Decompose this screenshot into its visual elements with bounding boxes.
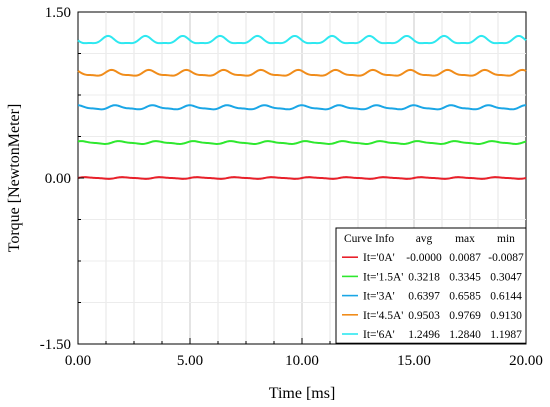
legend-value: -0.0087: [488, 252, 524, 264]
legend-header: max: [455, 233, 475, 245]
legend-value: 0.3218: [408, 271, 440, 283]
y-tick-label: -1.50: [40, 337, 71, 353]
legend-value: 1.1987: [490, 329, 522, 341]
legend-value: 0.0087: [449, 252, 481, 264]
series-line-3: [77, 68, 527, 77]
legend-box: [335, 227, 527, 344]
legend-value: 0.6144: [490, 291, 522, 303]
legend-value: 0.9130: [490, 310, 522, 322]
y-tick-label: 1.50: [45, 5, 71, 21]
axes: 0.00 5.00 10.00 15.00 20.001.500.00-1.50: [40, 5, 543, 369]
series-line-1: [77, 140, 527, 145]
series-line-0: [77, 176, 527, 180]
legend: Curve Info avg max min It='0A' -0.0000 0.0087-…: [335, 227, 527, 344]
legend-series-name-1: It='1.5A': [363, 271, 403, 283]
series-line-4: [77, 34, 527, 45]
legend-value: 0.9503: [408, 310, 440, 322]
y-tick-label: 0.00: [45, 171, 71, 187]
series-lines: [77, 34, 527, 180]
legend-value: -0.0000: [406, 252, 442, 264]
x-tick-label: 10.00: [285, 353, 319, 369]
legend-value: 1.2496: [408, 329, 440, 341]
x-axis-title: Time [ms]: [269, 385, 336, 402]
legend-series-name-4: It='6A': [363, 329, 395, 341]
legend-series-name-3: It='4.5A': [363, 310, 403, 322]
legend-value: 0.9769: [449, 310, 481, 322]
x-tick-label: 5.00: [177, 353, 203, 369]
y-axis-title: Torque [NewtonMeter]: [6, 104, 23, 253]
x-tick-label: 20.00: [509, 353, 543, 369]
legend-value: 0.6585: [449, 291, 481, 303]
series-line-2: [77, 104, 527, 111]
legend-value: 0.3345: [449, 271, 481, 283]
legend-series-name-2: It='3A': [363, 291, 395, 303]
legend-header: min: [497, 233, 515, 245]
legend-series-name-0: It='0A': [363, 252, 395, 264]
x-tick-label: 0.00: [65, 353, 91, 369]
x-tick-label: 15.00: [397, 353, 431, 369]
legend-value: 0.6397: [408, 291, 440, 303]
legend-value: 0.3047: [490, 271, 522, 283]
legend-header: avg: [416, 233, 433, 245]
legend-header: Curve Info: [344, 233, 394, 245]
legend-value: 1.2840: [449, 329, 481, 341]
